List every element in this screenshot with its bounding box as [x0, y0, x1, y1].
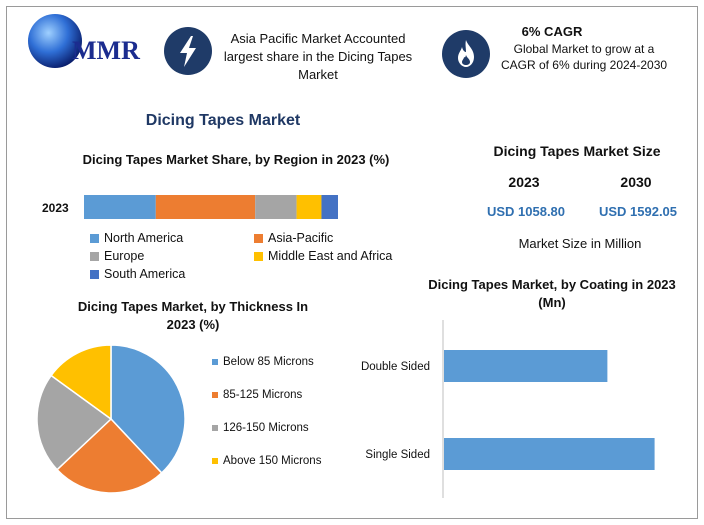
thickness-pie-chart [36, 344, 186, 494]
legend-swatch [212, 392, 218, 398]
logo-text: MMR [72, 36, 140, 65]
legend-label: Asia-Pacific [268, 231, 334, 245]
region-legend-middle-east-and-africa: Middle East and Africa [254, 249, 392, 263]
legend-swatch [212, 359, 218, 365]
pie-slice-85-125-microns [55, 417, 163, 494]
mmr-logo: MMR [22, 14, 152, 74]
page-title: Dicing Tapes Market [145, 112, 301, 129]
coating-category-label: Single Sided [365, 449, 430, 461]
pie-slice-above-150-microns [50, 344, 112, 421]
region-legend-europe: Europe [90, 249, 144, 263]
legend-label: North America [104, 231, 184, 245]
globe-icon [28, 14, 82, 68]
legend-label: Middle East and Africa [268, 249, 393, 263]
legend-label: Europe [104, 249, 145, 263]
market-size-title: Dicing Tapes Market Size [493, 143, 661, 159]
cagr-text: Global Market to grow at a CAGR of 6% du… [500, 42, 668, 72]
legend-swatch [212, 458, 218, 464]
coating-category-label: Double Sided [361, 361, 430, 373]
region-legend-north-america: North America [90, 231, 183, 245]
infographic-frame [6, 6, 698, 519]
region-bar-asia-pacific [155, 195, 256, 219]
region-callout-text: Asia Pacific Market Accounted largest sh… [223, 31, 413, 82]
flame-icon [442, 30, 490, 78]
pie-slice-126-150-microns [36, 374, 113, 471]
legend-swatch [254, 251, 263, 261]
legend-label: South America [104, 267, 186, 281]
region-bar-europe [255, 195, 297, 219]
legend-label: 85-125 Microns [223, 389, 303, 401]
coating-bar-double-sided [444, 350, 608, 382]
region-bar-south-america [321, 195, 338, 219]
legend-label: Below 85 Microns [223, 356, 314, 368]
region-category-label: 2023 [42, 201, 69, 215]
year-2023-label: 2023 [508, 174, 540, 190]
legend-swatch [212, 425, 218, 431]
year-2030-label: 2030 [620, 174, 652, 190]
value-2023: USD 1058.80 [486, 204, 566, 219]
cagr-title: 6% CAGR [521, 24, 583, 39]
thickness-legend-126-150-microns: 126-150 Microns [212, 422, 309, 434]
market-size-note: Market Size in Million [518, 236, 642, 251]
legend-swatch [90, 251, 99, 261]
region-bar-middle-east-and-africa [296, 195, 322, 219]
thickness-legend-below-85-microns: Below 85 Microns [212, 356, 314, 368]
lightning-icon [164, 27, 212, 75]
region-bar-north-america [84, 195, 156, 219]
thickness-legend-above-150-microns: Above 150 Microns [212, 455, 321, 467]
pie-slice-below-85-microns [110, 344, 186, 475]
coating-chart-title: Dicing Tapes Market, by Coating in 2023 … [428, 277, 676, 310]
legend-swatch [254, 233, 263, 243]
region-legend-asia-pacific: Asia-Pacific [254, 231, 333, 245]
region-stacked-bar-chart: 2023 [42, 195, 338, 219]
region-chart-title: Dicing Tapes Market Share, by Region in … [82, 152, 390, 167]
value-2030: USD 1592.05 [598, 204, 678, 219]
legend-swatch [90, 233, 99, 243]
legend-label: Above 150 Microns [223, 455, 322, 467]
thickness-chart-title: Dicing Tapes Market, by Thickness In 202… [77, 299, 309, 332]
legend-swatch [90, 269, 99, 279]
coating-bar-chart: Double Sided Single Sided [361, 320, 655, 498]
thickness-legend-85-125-microns: 85-125 Microns [212, 389, 302, 401]
legend-label: 126-150 Microns [223, 422, 309, 434]
region-legend-south-america: South America [90, 267, 185, 281]
coating-bar-single-sided [444, 438, 655, 470]
